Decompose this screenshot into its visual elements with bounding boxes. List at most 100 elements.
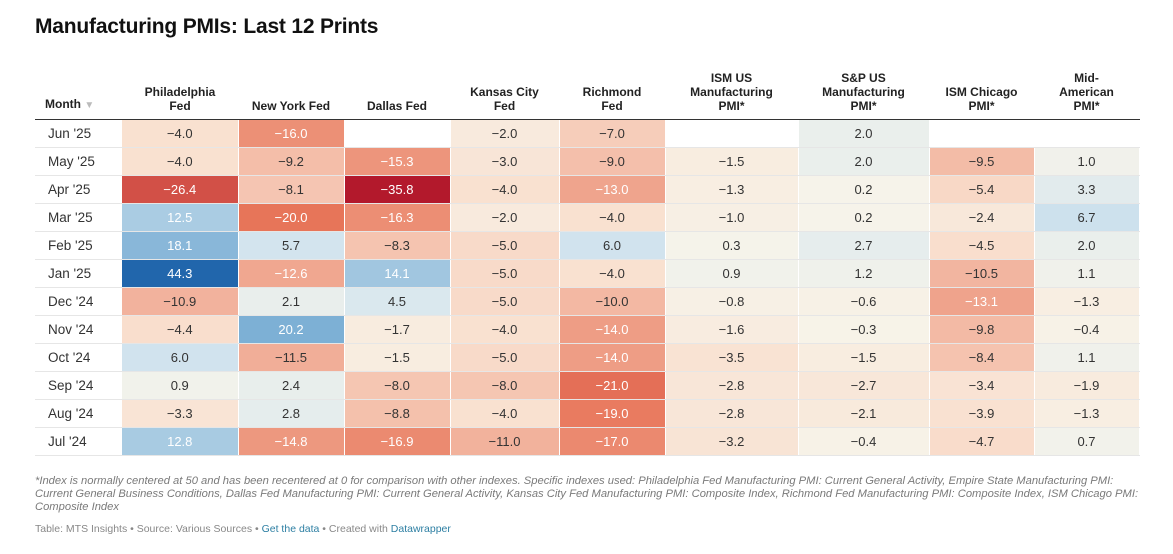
value-cell: −9.8 <box>929 315 1035 344</box>
value-cell: −2.0 <box>450 119 560 148</box>
value-cell: −8.8 <box>344 399 451 428</box>
table-row: Nov '24 −4.4 20.2 −1.7 −4.0 −14.0 −1.6 −0.3 −9.8… <box>35 315 1140 344</box>
value-cell: −1.9 <box>1034 371 1140 400</box>
row-month-label: Jul '24 <box>35 427 122 456</box>
table-row: May '25 −4.0 −9.2 −15.3 −3.0 −9.0 −1.5 2.0 −9.5 1… <box>35 147 1140 176</box>
value-cell: 1.2 <box>798 259 930 288</box>
value-cell: 14.1 <box>344 259 451 288</box>
table-row: Sep '24 0.9 2.4 −8.0 −8.0 −21.0 −2.8 −2.7 −3.4 −1… <box>35 371 1140 400</box>
value-cell <box>665 119 799 148</box>
value-cell: −35.8 <box>344 175 451 204</box>
value-cell: −4.0 <box>559 259 666 288</box>
value-cell: −1.0 <box>665 203 799 232</box>
value-cell: −3.2 <box>665 427 799 456</box>
value-cell: −14.0 <box>559 315 666 344</box>
value-cell: −4.0 <box>122 147 239 176</box>
column-header[interactable]: ISM Chicago PMI* <box>929 66 1034 120</box>
value-cell: 12.8 <box>122 427 239 456</box>
chart-title: Manufacturing PMIs: Last 12 Prints <box>35 15 379 38</box>
value-cell <box>344 119 451 148</box>
value-cell: −4.4 <box>122 315 239 344</box>
value-cell: −9.5 <box>929 147 1035 176</box>
value-cell: −8.1 <box>238 175 345 204</box>
table-row: Apr '25 −26.4 −8.1 −35.8 −4.0 −13.0 −1.3 0.2 −5.… <box>35 175 1140 204</box>
value-cell: −8.0 <box>344 371 451 400</box>
value-cell: −4.0 <box>450 175 560 204</box>
value-cell: 0.9 <box>122 371 239 400</box>
column-header[interactable]: S&P US Manufacturing PMI* <box>798 66 929 120</box>
column-header[interactable]: Philadelphia Fed <box>122 66 238 120</box>
row-month-label: Oct '24 <box>35 343 122 372</box>
value-cell: 4.5 <box>344 287 451 316</box>
table-body: Jun '25 −4.0 −16.0 −2.0 −7.0 2.0 May '25 −4.0 −9… <box>35 119 1140 456</box>
sort-down-icon[interactable]: ▼ <box>84 100 95 111</box>
value-cell: −4.0 <box>450 315 560 344</box>
value-cell: −8.4 <box>929 343 1035 372</box>
value-cell: 2.0 <box>798 119 930 148</box>
value-cell: −2.8 <box>665 371 799 400</box>
value-cell: −17.0 <box>559 427 666 456</box>
datawrapper-link[interactable]: Datawrapper <box>390 523 451 535</box>
header-row: Month ▼ Philadelphia Fed New York Fed Dal… <box>35 66 1139 120</box>
value-cell: −2.1 <box>798 399 930 428</box>
value-cell: −3.9 <box>929 399 1035 428</box>
value-cell: −1.3 <box>1034 287 1140 316</box>
value-cell: 2.1 <box>238 287 345 316</box>
value-cell: −8.0 <box>450 371 560 400</box>
value-cell: 1.0 <box>1034 147 1140 176</box>
value-cell: −13.0 <box>559 175 666 204</box>
value-cell: −16.9 <box>344 427 451 456</box>
table-row: Jul '24 12.8 −14.8 −16.9 −11.0 −17.0 −3.2 −0.4−… <box>35 427 1140 456</box>
value-cell: −5.0 <box>450 343 560 372</box>
value-cell: 1.1 <box>1034 259 1140 288</box>
column-header-month[interactable]: Month ▼ <box>35 66 122 120</box>
value-cell: −8.3 <box>344 231 451 260</box>
value-cell: 2.0 <box>1034 231 1140 260</box>
value-cell: 0.7 <box>1034 427 1140 456</box>
value-cell: −5.0 <box>450 259 560 288</box>
value-cell: −4.0 <box>559 203 666 232</box>
value-cell: −1.3 <box>665 175 799 204</box>
value-cell: 0.3 <box>665 231 799 260</box>
value-cell: 2.8 <box>238 399 345 428</box>
column-header[interactable]: Kansas City Fed <box>450 66 559 120</box>
table-row: Feb '25 18.1 5.7 −8.3 −5.0 6.0 0.3 2.7 −4.5 2.0 <box>35 231 1140 260</box>
value-cell: −16.0 <box>238 119 345 148</box>
table-row: Dec '24 −10.9 2.1 4.5 −5.0 −10.0 −0.8 −0.6 −13.1… <box>35 287 1140 316</box>
value-cell: 6.0 <box>122 343 239 372</box>
table-row: Jan '25 44.3 −12.6 14.1 −5.0 −4.0 0.9 1.2 −10.5 1… <box>35 259 1140 288</box>
value-cell: 44.3 <box>122 259 239 288</box>
value-cell: −14.8 <box>238 427 345 456</box>
value-cell: 1.1 <box>1034 343 1140 372</box>
column-header[interactable]: Richmond Fed <box>559 66 665 120</box>
value-cell: −0.4 <box>1034 315 1140 344</box>
column-header[interactable]: Mid- American PMI* <box>1034 66 1139 120</box>
value-cell: −2.7 <box>798 371 930 400</box>
row-month-label: Jun '25 <box>35 119 122 148</box>
value-cell: −3.3 <box>122 399 239 428</box>
value-cell: −3.0 <box>450 147 560 176</box>
source-line: Table: MTS Insights • Source: Various So… <box>35 523 451 535</box>
value-cell: −7.0 <box>559 119 666 148</box>
column-header[interactable]: ISM US Manufacturing PMI* <box>665 66 798 120</box>
value-cell <box>1034 119 1140 148</box>
value-cell: −21.0 <box>559 371 666 400</box>
row-month-label: Mar '25 <box>35 203 122 232</box>
value-cell: −10.5 <box>929 259 1035 288</box>
value-cell: −1.3 <box>1034 399 1140 428</box>
value-cell: −2.8 <box>665 399 799 428</box>
column-header[interactable]: Dallas Fed <box>344 66 450 120</box>
value-cell: −3.5 <box>665 343 799 372</box>
value-cell: 3.3 <box>1034 175 1140 204</box>
value-cell: −4.5 <box>929 231 1035 260</box>
value-cell: −19.0 <box>559 399 666 428</box>
value-cell: −26.4 <box>122 175 239 204</box>
value-cell: 20.2 <box>238 315 345 344</box>
get-data-link[interactable]: Get the data <box>261 523 320 535</box>
row-month-label: Sep '24 <box>35 371 122 400</box>
table-row: Aug '24 −3.3 2.8 −8.8 −4.0 −19.0 −2.8 −2.1 −3.9−… <box>35 399 1140 428</box>
value-cell: −16.3 <box>344 203 451 232</box>
column-header[interactable]: New York Fed <box>238 66 344 120</box>
value-cell: 0.2 <box>798 175 930 204</box>
source-middle: • Created with <box>319 523 391 535</box>
